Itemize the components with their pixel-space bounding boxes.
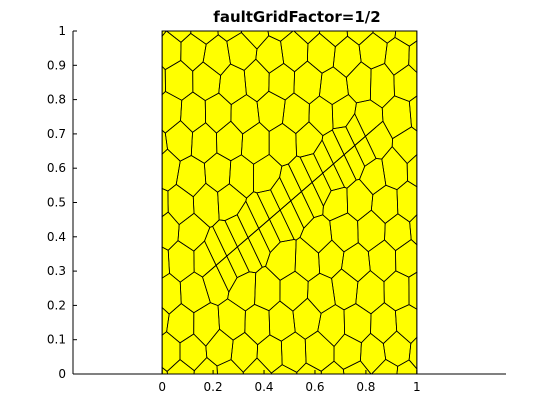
domain-fill xyxy=(162,31,417,374)
y-tick-label: 0.9 xyxy=(47,58,66,72)
x-tick-label: 0 xyxy=(158,380,166,394)
y-tick-label: 0.5 xyxy=(47,196,66,210)
axes: 0 0.2 0.4 0.6 0.8 1 0 0.1 0.2 0.3 0.4 0.5 0.6 0.7 0.8 0… xyxy=(47,24,506,394)
y-tick-label: 0.2 xyxy=(47,298,66,312)
x-tick-label: 0.8 xyxy=(356,380,375,394)
fault-line xyxy=(205,126,377,275)
y-tick-label: 0.7 xyxy=(47,127,66,141)
x-tick-label: 0.4 xyxy=(254,380,273,394)
y-tick-label: 0.6 xyxy=(47,161,66,175)
x-tick-label: 0.6 xyxy=(305,380,324,394)
y-tick-label: 0.1 xyxy=(47,333,66,347)
voronoi-mesh xyxy=(161,30,418,375)
y-tick-label: 0.3 xyxy=(47,264,66,278)
x-tick-label: 0.2 xyxy=(204,380,223,394)
y-tick-label: 0 xyxy=(58,367,66,381)
y-tick-label: 0.4 xyxy=(47,230,66,244)
y-tick-label: 1 xyxy=(58,24,66,38)
chart-title: faultGridFactor=1/2 xyxy=(213,8,380,26)
y-tick-label: 0.8 xyxy=(47,93,66,107)
x-tick-label: 1 xyxy=(413,380,421,394)
